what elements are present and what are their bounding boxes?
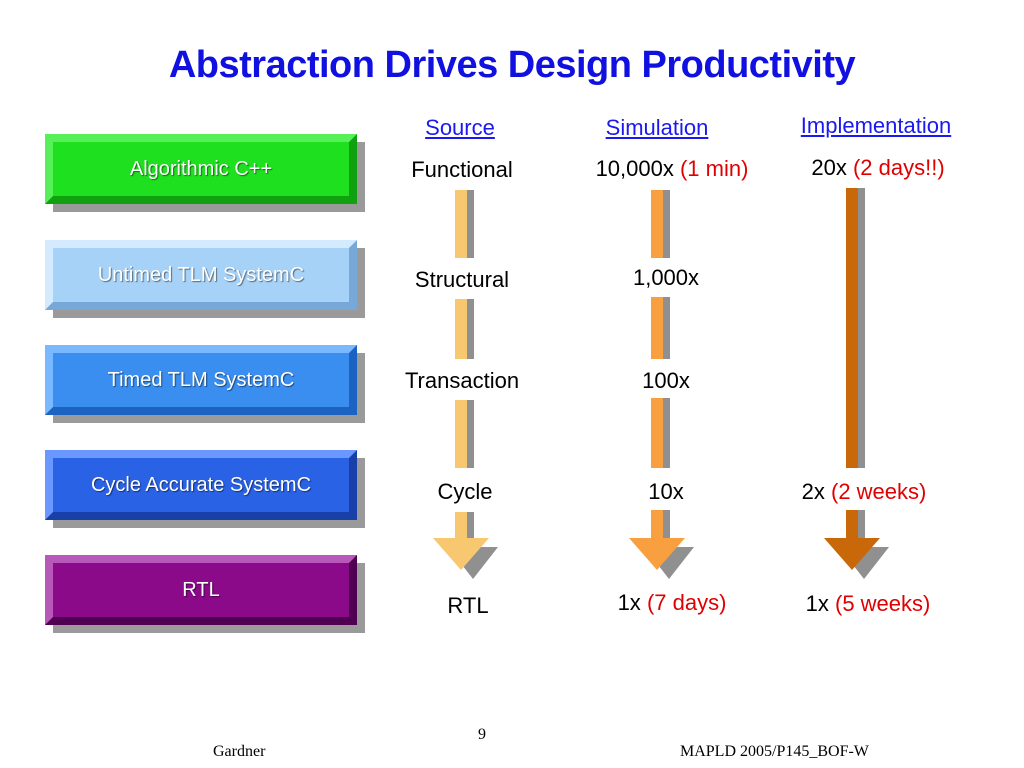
footer-event: MAPLD 2005/P145_BOF-W: [680, 743, 869, 760]
level-box-face: RTL: [45, 555, 357, 625]
source-level-cycle: Cycle: [437, 479, 493, 504]
effort-value: 1x: [805, 591, 829, 616]
level-box-label: Timed TLM SystemC: [107, 368, 295, 391]
column-header-source: Source: [425, 115, 495, 140]
speed-value: 10x: [648, 479, 684, 504]
source-level-structural: Structural: [414, 267, 510, 292]
effort-value: 20x: [811, 155, 847, 180]
simulation-speed-cycle: 10x: [556, 479, 776, 505]
level-box-algorithmic: Algorithmic C++: [45, 134, 365, 212]
footer-author: Gardner: [213, 743, 266, 760]
page-number: 9: [478, 726, 486, 743]
simulation-speed-transaction: 100x: [556, 368, 776, 394]
simulation-speed-rtl: 1x (7 days): [562, 590, 782, 616]
effort-value: 2x: [801, 479, 825, 504]
simulation-speed-structural: 1,000x: [556, 265, 776, 291]
implementation-effort-functional: 20x (2 days!!): [768, 155, 988, 181]
level-box-face: Timed TLM SystemC: [45, 345, 357, 415]
speed-note: (7 days): [646, 590, 727, 615]
speed-value: 10,000x: [595, 156, 674, 181]
speed-note: (1 min): [679, 156, 749, 181]
simulation-speed-functional: 10,000x (1 min): [562, 156, 782, 182]
effort-note: (2 weeks): [831, 479, 927, 504]
column-header-simulation: Simulation: [605, 115, 709, 140]
level-box-label: Untimed TLM SystemC: [97, 263, 305, 286]
level-box-untimed-tlm: Untimed TLM SystemC: [45, 240, 365, 318]
source-arrow: [433, 190, 498, 579]
implementation-arrow: [824, 188, 889, 579]
source-level-rtl: RTL: [447, 593, 489, 618]
implementation-effort-rtl: 1x (5 weeks): [758, 591, 978, 617]
slide-title: Abstraction Drives Design Productivity: [168, 44, 856, 86]
speed-value: 1x: [617, 590, 641, 615]
level-box-face: Algorithmic C++: [45, 134, 357, 204]
level-box-face: Untimed TLM SystemC: [45, 240, 357, 310]
speed-value: 100x: [642, 368, 690, 393]
level-box-face: Cycle Accurate SystemC: [45, 450, 357, 520]
speed-value: 1,000x: [632, 265, 700, 290]
level-box-timed-tlm: Timed TLM SystemC: [45, 345, 365, 423]
level-box-label: Algorithmic C++: [129, 157, 273, 180]
effort-note: (2 days!!): [852, 155, 945, 180]
source-level-functional: Functional: [411, 157, 513, 182]
level-box-label: RTL: [182, 578, 220, 601]
level-box-rtl: RTL: [45, 555, 365, 633]
effort-note: (5 weeks): [835, 591, 931, 616]
level-box-cycle-accurate: Cycle Accurate SystemC: [45, 450, 365, 528]
level-box-label: Cycle Accurate SystemC: [90, 473, 312, 496]
source-level-transaction: Transaction: [404, 368, 520, 393]
simulation-arrow: [629, 190, 694, 579]
implementation-effort-cycle: 2x (2 weeks): [754, 479, 974, 505]
column-header-implementation: Implementation: [800, 113, 952, 138]
